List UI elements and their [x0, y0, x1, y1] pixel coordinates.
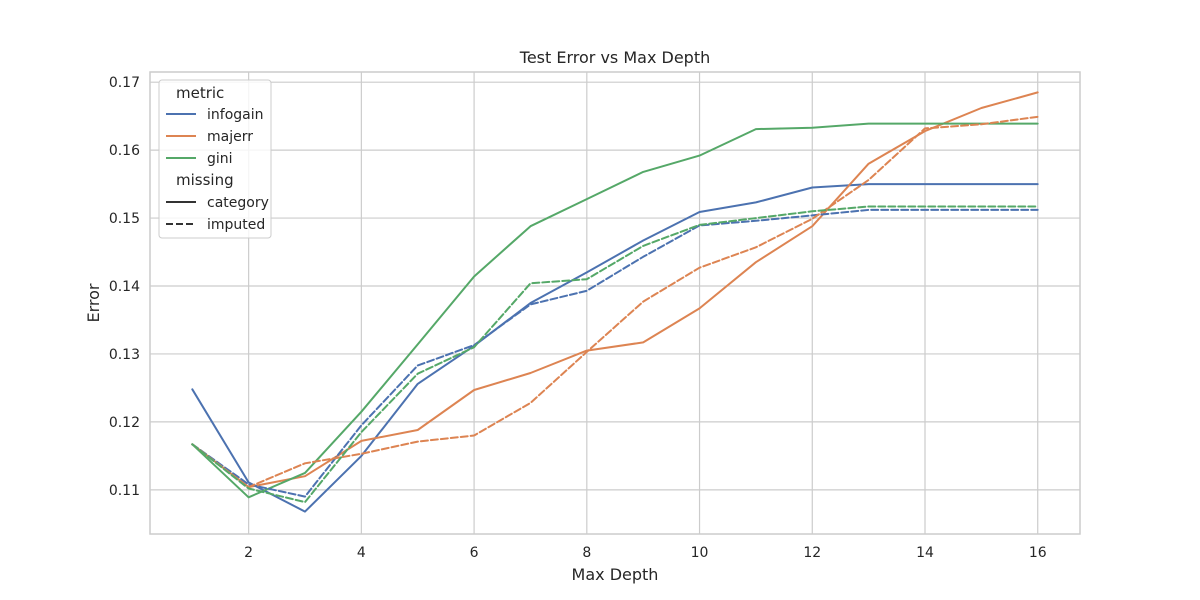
y-tick-label: 0.14 — [109, 279, 140, 295]
series-line-infogain-category — [191, 183, 1039, 513]
x-tick-label: 8 — [582, 545, 591, 561]
y-tick-label: 0.15 — [109, 211, 140, 227]
y-tick-label: 0.12 — [109, 415, 140, 431]
legend-title-missing: missing — [176, 171, 234, 189]
legend-label-category: category — [207, 195, 269, 211]
x-tick-label: 2 — [244, 545, 253, 561]
x-axis-label: Max Depth — [572, 565, 659, 584]
legend-label-infogain: infogain — [207, 107, 264, 123]
x-axis-ticks: 2 4 6 8 10 12 14 16 — [244, 545, 1047, 561]
x-tick-label: 6 — [470, 545, 479, 561]
legend: metric infogain majerr gini missing cate… — [158, 79, 272, 239]
series-line-gini-category — [191, 122, 1039, 499]
y-tick-label: 0.16 — [109, 143, 140, 159]
series-lines — [191, 91, 1039, 513]
legend-label-imputed: imputed — [207, 217, 265, 233]
plot-frame — [149, 71, 1081, 535]
y-axis-label: Error — [84, 283, 103, 322]
chart-title: Test Error vs Max Depth — [519, 48, 710, 67]
y-tick-label: 0.13 — [109, 347, 140, 363]
y-axis-ticks: 0.11 0.12 0.13 0.14 0.15 0.16 0.17 — [109, 75, 140, 499]
series-line-gini-imputed — [191, 205, 1039, 504]
y-tick-label: 0.17 — [109, 75, 140, 91]
x-tick-label: 14 — [916, 545, 934, 561]
x-tick-label: 12 — [803, 545, 821, 561]
legend-label-majerr: majerr — [207, 129, 253, 145]
x-tick-label: 10 — [691, 545, 709, 561]
series-line-majerr-imputed — [191, 115, 1039, 489]
series-line-infogain-imputed — [191, 208, 1039, 498]
y-tick-label: 0.11 — [109, 483, 140, 499]
x-tick-label: 16 — [1029, 545, 1047, 561]
x-tick-label: 4 — [357, 545, 366, 561]
grid — [150, 72, 1080, 534]
legend-box — [158, 79, 272, 239]
legend-title-metric: metric — [176, 84, 224, 102]
legend-label-gini: gini — [207, 151, 233, 167]
